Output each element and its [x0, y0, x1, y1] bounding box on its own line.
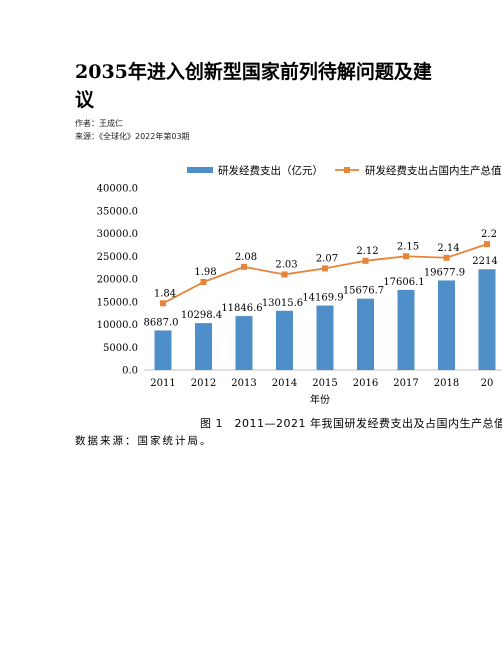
- x-tick-label: 2017: [393, 378, 418, 389]
- bar-data-label: 8687.0: [144, 317, 179, 328]
- bar: [438, 280, 455, 370]
- line-data-label: 1.98: [194, 267, 216, 278]
- figure-caption: 图 1 2011—2021 年我国研发经费支出及占国内生产总值: [200, 417, 502, 430]
- bar-data-label: 11846.6: [221, 303, 262, 314]
- bar: [276, 310, 293, 370]
- chart-svg: 0.0 5000.0 10000.0 15000.0 20000.0 25000.0 300…: [97, 164, 502, 406]
- line-data-label: 2.03: [275, 259, 297, 270]
- x-axis-label: 年份: [310, 393, 330, 406]
- bar-data-label: 17606.1: [383, 277, 424, 288]
- bar-data-label: 19677.9: [424, 267, 465, 278]
- bar-data-label: 13015.6: [262, 298, 303, 309]
- y-tick-label: 20000.0: [97, 275, 138, 286]
- line-data-label: 1.84: [154, 288, 176, 299]
- line-data-label: 2.15: [397, 241, 419, 252]
- chart-container: 0.0 5000.0 10000.0 15000.0 20000.0 25000.0 300…: [75, 150, 502, 450]
- bar: [154, 330, 172, 370]
- y-tick-label: 35000.0: [97, 206, 138, 217]
- line-marker: [281, 271, 288, 278]
- line-marker: [241, 263, 247, 270]
- legend-label-bar: 研发经费支出（亿元）: [218, 164, 323, 177]
- x-tick-label: 20: [481, 378, 494, 389]
- legend-marker-swatch: [344, 167, 350, 173]
- article-author: 作者：王成仁: [75, 119, 123, 128]
- x-tick-label: 2016: [353, 378, 378, 389]
- x-tick-label: 2012: [191, 378, 216, 389]
- line-data-label: 2.07: [316, 253, 338, 264]
- x-tick-label: 2014: [272, 378, 297, 389]
- y-tick-label: 0.0: [122, 366, 138, 377]
- data-source-note: 数据来源：国家统计局。: [75, 435, 213, 447]
- line-data-label: 2.14: [437, 243, 459, 254]
- x-tick-label: 2013: [231, 378, 256, 389]
- bar: [195, 323, 212, 370]
- legend-label-line: 研发经费支出占国内生产总值: [365, 164, 502, 177]
- line-data-label: 2.08: [235, 252, 257, 263]
- bar-data-label: 15676.7: [343, 286, 384, 297]
- bar-data-label: 10298.4: [181, 310, 222, 321]
- y-tick-label: 25000.0: [97, 252, 138, 263]
- bar: [316, 305, 334, 370]
- bar: [235, 316, 253, 370]
- line-marker: [362, 257, 369, 264]
- y-tick-label: 15000.0: [97, 297, 138, 308]
- line-marker: [484, 241, 490, 248]
- bar-data-label: 14169.9: [302, 293, 343, 304]
- x-tick-label: 2015: [312, 378, 337, 389]
- article-source: 来源：《全球化》2022年第03期: [75, 132, 190, 141]
- x-tick-label: 2018: [434, 378, 459, 389]
- y-tick-label: 30000.0: [97, 229, 138, 240]
- line-data-label: 2.12: [356, 246, 378, 257]
- legend-swatch-bar: [187, 167, 213, 173]
- y-tick-label: 40000.0: [97, 184, 138, 195]
- bar-data-label: 2214: [472, 256, 497, 267]
- line-marker: [443, 254, 450, 261]
- line-data-label: 2.2: [481, 229, 497, 240]
- article-title: 2035年进入创新型国家前列待解问题及建议: [75, 61, 432, 111]
- line-marker: [160, 300, 166, 307]
- bar: [478, 269, 496, 370]
- line-marker: [322, 265, 328, 272]
- y-tick-label: 5000.0: [103, 343, 138, 354]
- bar: [397, 289, 415, 370]
- bar: [357, 298, 374, 370]
- line-marker: [200, 279, 207, 286]
- line-marker: [403, 253, 409, 260]
- x-tick-label: 2011: [150, 378, 175, 389]
- y-tick-label: 10000.0: [97, 320, 138, 331]
